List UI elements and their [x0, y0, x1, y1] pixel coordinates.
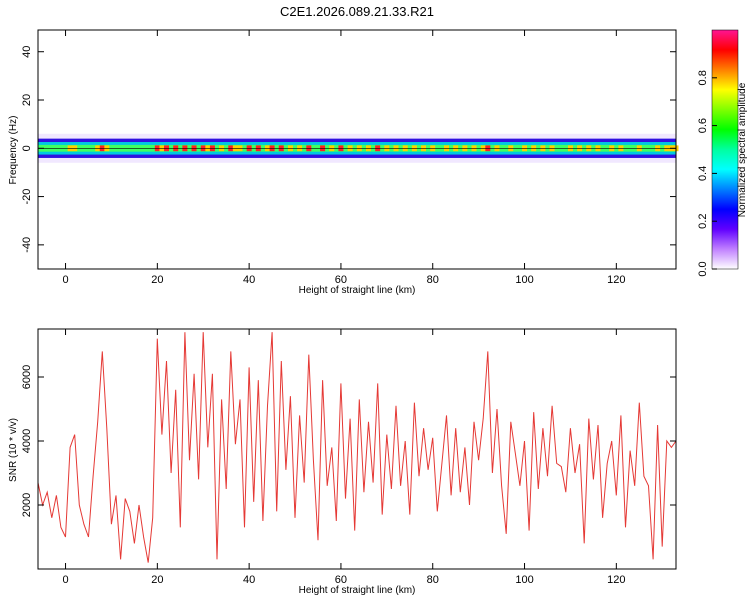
snr-frame [37, 328, 677, 570]
x-tick-label: 60 [335, 574, 347, 586]
x-tick-label: 40 [243, 274, 255, 286]
y-tick-label: 0 [21, 145, 33, 151]
snr-y-axis-title: SNR (10 * v/v) [8, 418, 19, 482]
y-tick-label: -20 [21, 189, 33, 205]
snr-x-ticks: 0 20 40 60 80 100 120 [62, 329, 626, 586]
spectrogram-panel: 0 20 40 60 80 100 120 -40 -20 0 20 40 Height of st… [8, 29, 679, 296]
spectrogram-x-axis-title: Height of straight line (km) [299, 285, 416, 296]
x-tick-label: 0 [62, 274, 68, 286]
colorbar-gradient [711, 29, 739, 270]
x-tick-label: 20 [151, 274, 163, 286]
snr-panel: 0 20 40 60 80 100 120 2000 4000 6000 Height of s… [8, 328, 677, 596]
spectrogram-y-axis-title: Frequency (Hz) [8, 116, 19, 185]
x-tick-label: 20 [151, 574, 163, 586]
y-tick-label: 2000 [21, 493, 33, 517]
colorbar-label: Normalized spectral amplitude [737, 82, 748, 217]
colorbar: 0.0 0.2 0.4 0.6 0.8 Normalized spectral ampl… [697, 29, 748, 277]
y-tick-label: 4000 [21, 429, 33, 453]
x-tick-label: 40 [243, 574, 255, 586]
x-tick-label: 120 [607, 574, 625, 586]
spectrogram-frame [37, 29, 677, 270]
spectrogram-y-ticks: -40 -20 0 20 40 [21, 46, 676, 253]
spectrogram-x-ticks: 0 20 40 60 80 100 120 [62, 30, 626, 286]
colorbar-tick-label: 0.8 [697, 70, 709, 85]
spectrogram-band [38, 133, 679, 163]
x-tick-label: 120 [607, 274, 625, 286]
snr-y-ticks: 2000 4000 6000 [21, 365, 676, 517]
snr-plot-area [38, 329, 676, 569]
colorbar-tick-label: 0.0 [697, 261, 709, 276]
y-tick-label: 40 [21, 46, 33, 58]
x-tick-label: 100 [515, 274, 533, 286]
x-tick-label: 100 [515, 574, 533, 586]
colorbar-tick-label: 0.4 [697, 166, 709, 181]
x-tick-label: 60 [335, 274, 347, 286]
y-tick-label: -40 [21, 237, 33, 253]
y-tick-label: 20 [21, 94, 33, 106]
x-tick-label: 80 [427, 574, 439, 586]
snr-series-line [37, 332, 677, 563]
snr-x-axis-title: Height of straight line (km) [299, 585, 416, 596]
x-tick-label: 80 [427, 274, 439, 286]
x-tick-label: 0 [62, 574, 68, 586]
y-tick-label: 6000 [21, 365, 33, 389]
figure-title: C2E1.2026.089.21.33.R21 [280, 4, 434, 19]
colorbar-ticks: 0.0 0.2 0.4 0.6 0.8 [697, 70, 717, 277]
colorbar-tick-label: 0.6 [697, 118, 709, 133]
colorbar-tick-label: 0.2 [697, 214, 709, 229]
